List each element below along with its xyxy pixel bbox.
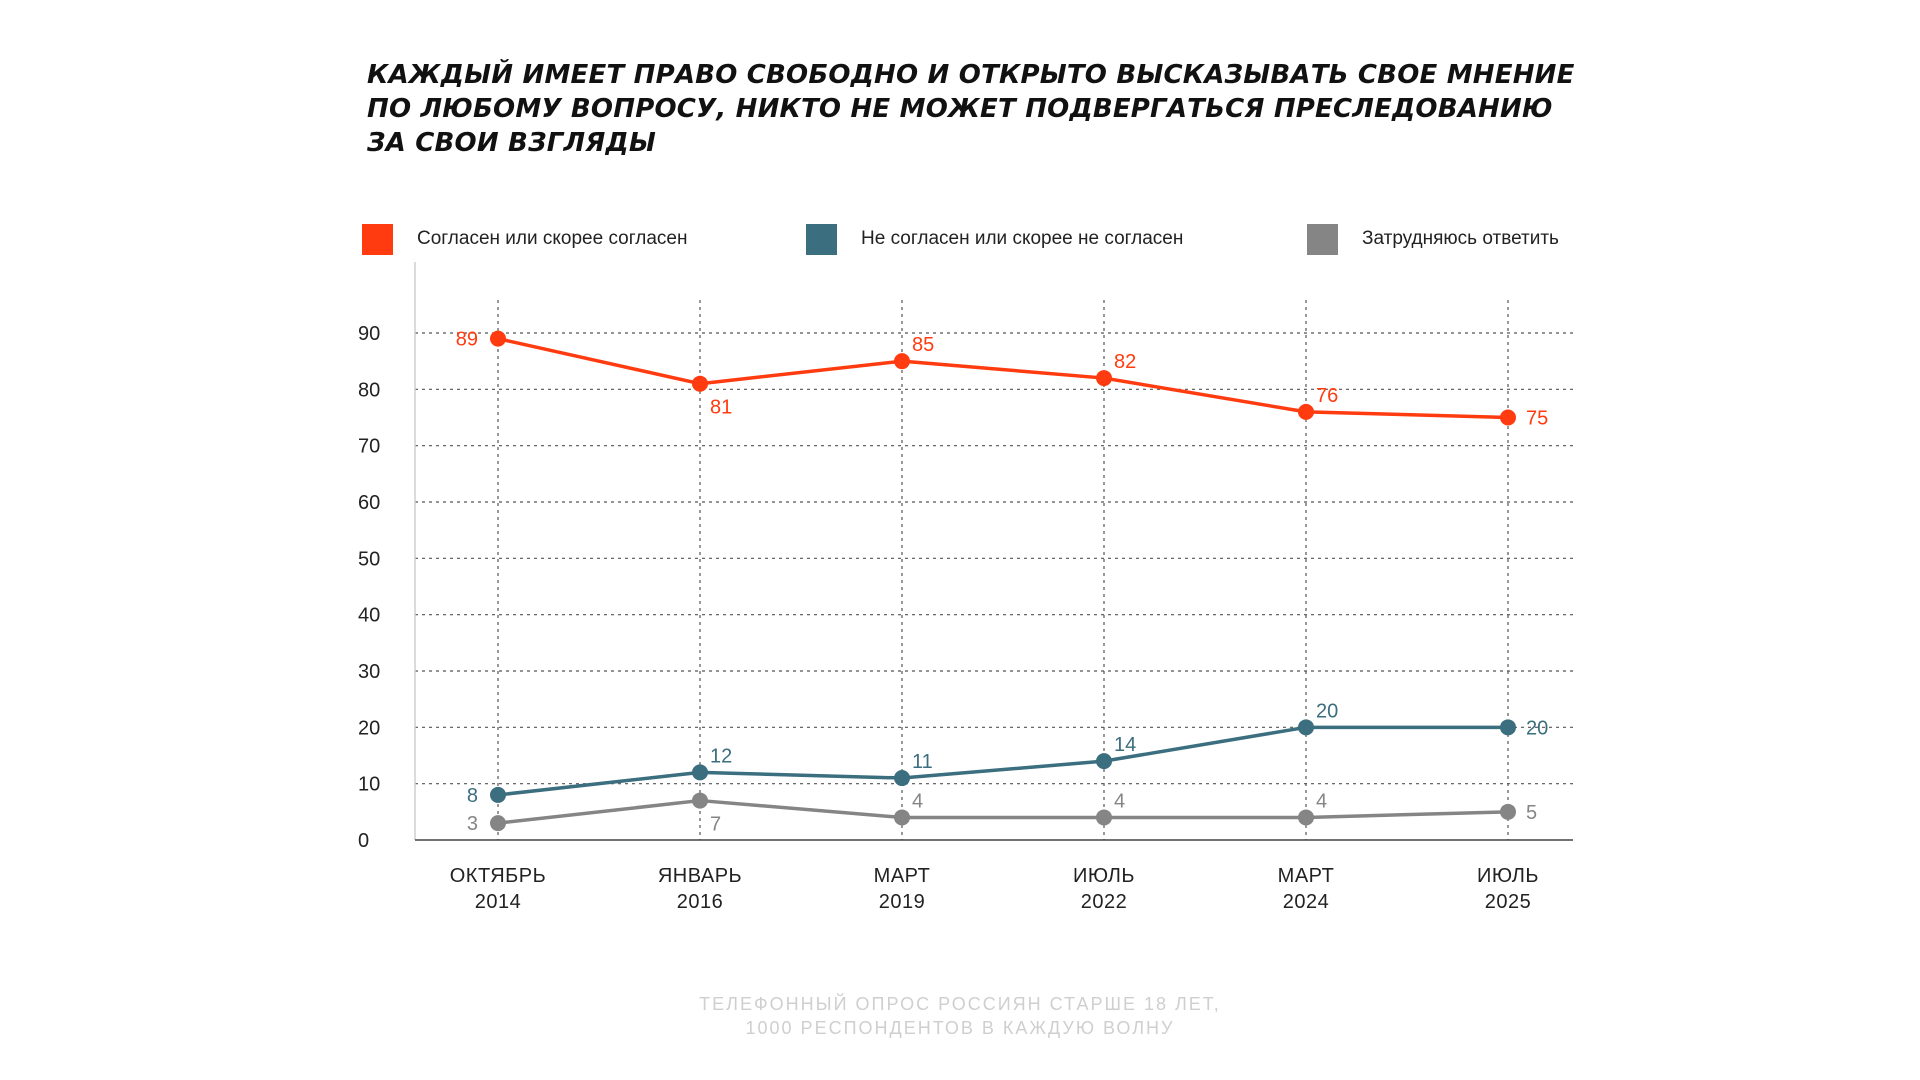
data-label-2-4: 4 bbox=[1316, 790, 1327, 812]
data-label-2-3: 4 bbox=[1114, 790, 1125, 812]
chart-legend: Согласен или скорее согласен Не согласен… bbox=[362, 223, 1577, 255]
y-tick-label: 50 bbox=[358, 548, 380, 570]
data-label-1-5: 20 bbox=[1526, 717, 1548, 739]
data-point-0-4 bbox=[1298, 403, 1314, 420]
data-label-1-1: 12 bbox=[710, 745, 732, 767]
chart-title-line: КАЖДЫЙ ИМЕЕТ ПРАВО СВОБОДНО И ОТКРЫТО ВЫ… bbox=[367, 60, 1575, 90]
data-label-1-3: 14 bbox=[1114, 734, 1136, 756]
data-point-0-5 bbox=[1500, 409, 1516, 426]
y-tick-label: 80 bbox=[358, 379, 380, 401]
data-point-1-1 bbox=[692, 764, 708, 781]
data-point-1-4 bbox=[1298, 719, 1314, 736]
data-point-0-3 bbox=[1096, 370, 1112, 387]
y-tick-label: 70 bbox=[358, 436, 380, 458]
axis-layer: 0 10 20 30 40 50 60 70 80 90 ОКТЯБРЬ 2014 ЯНВАРЬ 2016… bbox=[358, 262, 1573, 913]
data-label-1-0: 8 bbox=[467, 785, 478, 807]
x-tick-label: ОКТЯБРЬ 2014 bbox=[450, 865, 547, 913]
survey-note-line: ТЕЛЕФОННЫЙ ОПРОС РОССИЯН СТАРШЕ 18 ЛЕТ, bbox=[699, 994, 1221, 1014]
y-tick-label: 60 bbox=[358, 492, 380, 514]
data-point-2-5 bbox=[1500, 803, 1516, 820]
survey-note-line: 1000 РЕСПОНДЕНТОВ В КАЖДУЮ ВОЛНУ bbox=[745, 1018, 1175, 1038]
data-point-1-5 bbox=[1500, 719, 1516, 736]
series-line-1 bbox=[497, 725, 1508, 797]
x-tick-label: ЯНВАРЬ 2016 bbox=[658, 865, 742, 913]
data-point-0-2 bbox=[894, 353, 910, 370]
survey-note: ТЕЛЕФОННЫЙ ОПРОС РОССИЯН СТАРШЕ 18 ЛЕТ, … bbox=[560, 992, 1360, 1040]
data-point-0-1 bbox=[692, 375, 708, 392]
label-layer: 89 81 85 82 76 75 8 12 11 14 20 20 3 7 4 4 4 5 bbox=[456, 329, 1549, 836]
legend-swatch-disagree bbox=[806, 223, 837, 255]
chart-title-line: ПО ЛЮБОМУ ВОПРОСУ, НИКТО НЕ МОЖЕТ ПОДВЕР… bbox=[367, 94, 1553, 124]
x-tick-label: ИЮЛЬ 2022 bbox=[1073, 865, 1135, 913]
legend-item-disagree: Не согласен или скорее не согласен bbox=[806, 223, 1183, 255]
y-tick-label: 10 bbox=[358, 774, 380, 796]
data-label-0-2: 85 bbox=[912, 334, 934, 356]
data-label-1-4: 20 bbox=[1316, 700, 1338, 722]
x-tick-label: МАРТ 2019 bbox=[874, 865, 931, 913]
data-label-0-1: 81 bbox=[710, 397, 732, 419]
data-label-2-2: 4 bbox=[912, 790, 923, 812]
grid-layer bbox=[415, 300, 1573, 840]
y-tick-label: 90 bbox=[358, 323, 380, 345]
legend-label-unsure: Затрудняюсь ответить bbox=[1362, 228, 1559, 249]
data-label-0-5: 75 bbox=[1526, 408, 1548, 430]
legend-label-disagree: Не согласен или скорее не согласен bbox=[861, 228, 1184, 249]
data-point-1-0 bbox=[490, 786, 506, 803]
legend-swatch-unsure bbox=[1307, 223, 1338, 255]
x-tick-label: МАРТ 2024 bbox=[1278, 865, 1335, 913]
legend-swatch-agree bbox=[362, 223, 393, 255]
legend-item-unsure: Затрудняюсь ответить bbox=[1307, 223, 1559, 255]
data-label-0-3: 82 bbox=[1114, 351, 1136, 373]
data-point-2-2 bbox=[894, 809, 910, 826]
series-layer bbox=[490, 330, 1516, 832]
y-tick-label: 40 bbox=[358, 605, 380, 627]
data-label-0-4: 76 bbox=[1316, 385, 1338, 407]
y-tick-label: 0 bbox=[358, 830, 369, 852]
data-point-1-3 bbox=[1096, 753, 1112, 770]
series-line-0 bbox=[497, 336, 1509, 420]
data-point-1-2 bbox=[894, 770, 910, 787]
y-tick-label: 20 bbox=[358, 717, 380, 739]
data-point-2-3 bbox=[1096, 809, 1112, 826]
legend-item-agree: Согласен или скорее согласен bbox=[362, 223, 687, 255]
series-line-2 bbox=[497, 798, 1509, 825]
data-label-2-0: 3 bbox=[467, 813, 478, 835]
x-tick-label: ИЮЛЬ 2025 bbox=[1477, 865, 1539, 913]
data-point-2-1 bbox=[692, 792, 708, 809]
data-point-2-0 bbox=[490, 815, 506, 832]
data-label-1-2: 11 bbox=[912, 751, 933, 773]
data-label-0-0: 89 bbox=[456, 329, 478, 351]
y-tick-label: 30 bbox=[358, 661, 380, 683]
legend-label-agree: Согласен или скорее согласен bbox=[417, 228, 688, 249]
data-label-2-1: 7 bbox=[710, 814, 721, 836]
data-point-0-0 bbox=[490, 330, 506, 347]
data-label-2-5: 5 bbox=[1526, 802, 1537, 824]
data-point-2-4 bbox=[1298, 809, 1314, 826]
chart-title: КАЖДЫЙ ИМЕЕТ ПРАВО СВОБОДНО И ОТКРЫТО ВЫ… bbox=[367, 58, 1617, 160]
chart-title-line: ЗА СВОИ ВЗГЛЯДЫ bbox=[367, 128, 657, 158]
